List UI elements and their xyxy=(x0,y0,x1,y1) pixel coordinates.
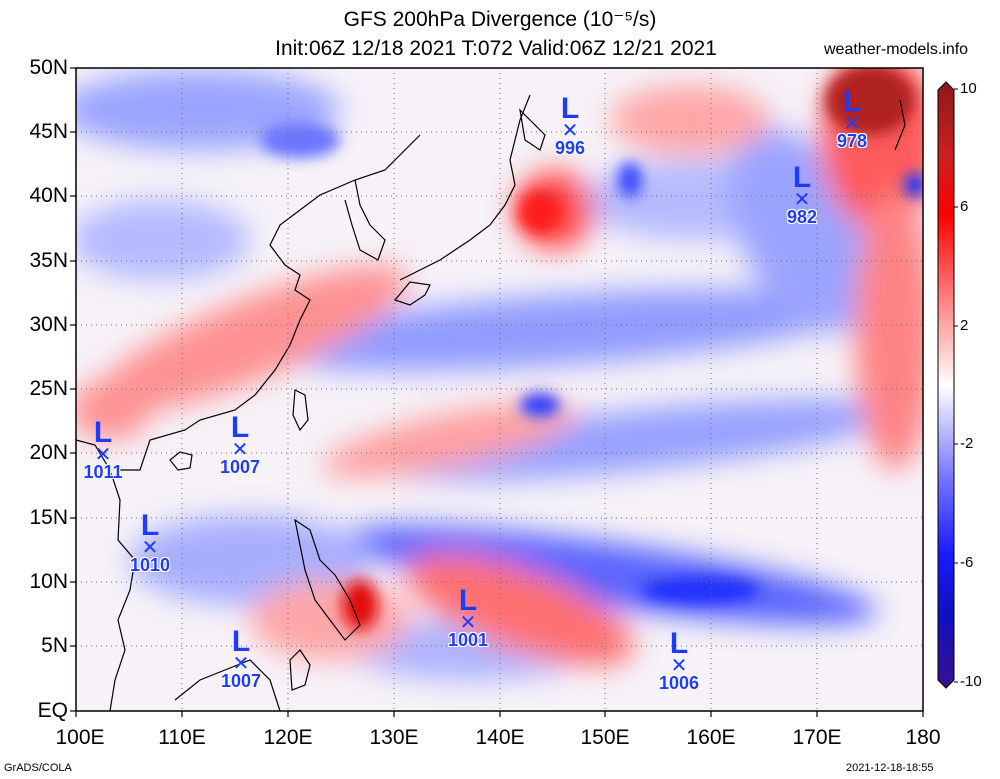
pressure-low-marker: L ✕ 982 xyxy=(777,161,827,227)
lon-label: 180 xyxy=(905,726,941,749)
pressure-low-marker: L ✕ 1011 xyxy=(76,416,130,482)
pressure-low-marker: L ✕ 1007 xyxy=(212,411,268,477)
lon-label: 150E xyxy=(580,726,630,749)
divergence-field xyxy=(76,68,923,711)
coastlines xyxy=(76,94,906,711)
x-mark-icon: ✕ xyxy=(94,444,112,466)
pressure-low-marker: L ✕ 1001 xyxy=(440,584,496,650)
chart-title: GFS 200hPa Divergence (10⁻⁵/s) xyxy=(343,8,657,31)
low-pressure-value: 1011 xyxy=(83,462,123,482)
pressure-low-marker: L ✕ 1007 xyxy=(213,625,269,691)
render-timestamp: 2021-12-18-18:55 xyxy=(846,762,934,774)
lat-label: 35N xyxy=(29,249,68,272)
x-mark-icon: ✕ xyxy=(561,120,579,142)
lat-label: 45N xyxy=(29,120,68,143)
x-mark-icon: ✕ xyxy=(459,612,477,634)
low-letter: L xyxy=(458,584,478,617)
lat-label: 15N xyxy=(29,506,68,529)
colorbar-label: -6 xyxy=(960,554,974,571)
low-letter: L xyxy=(560,92,580,125)
pressure-low-marker: L ✕ 1006 xyxy=(651,627,707,693)
lat-label: 5N xyxy=(41,634,68,657)
colorbar-label: 2 xyxy=(960,317,969,334)
colorbar-label: -2 xyxy=(960,435,974,452)
pressure-low-marker: L ✕ 996 xyxy=(545,92,595,158)
low-pressure-value: 978 xyxy=(836,131,868,151)
low-pressure-value: 1001 xyxy=(447,630,489,650)
low-letter: L xyxy=(93,416,113,449)
x-mark-icon: ✕ xyxy=(843,113,861,135)
low-pressure-value: 1007 xyxy=(220,671,262,691)
x-mark-icon: ✕ xyxy=(141,537,159,559)
lon-label: 140E xyxy=(475,726,525,749)
x-mark-icon: ✕ xyxy=(793,189,811,211)
low-letter: L xyxy=(792,161,812,194)
axis-ticks xyxy=(70,67,924,717)
x-mark-icon: ✕ xyxy=(232,653,250,675)
lat-label: 40N xyxy=(29,184,68,207)
lat-label: 20N xyxy=(29,441,68,464)
x-mark-icon: ✕ xyxy=(231,439,249,461)
low-pressure-value: 982 xyxy=(786,207,818,227)
grads-credit: GrADS/COLA xyxy=(4,762,72,774)
low-letter: L xyxy=(140,509,160,542)
colorbar xyxy=(937,81,955,689)
chart-subtitle: Init:06Z 12/18 2021 T:072 Valid:06Z 12/2… xyxy=(275,37,717,60)
low-pressure-value: 1006 xyxy=(658,673,700,693)
lat-label: 50N xyxy=(29,56,68,79)
low-letter: L xyxy=(230,411,250,444)
low-letter: L xyxy=(842,85,862,118)
lon-label: 130E xyxy=(369,726,419,749)
lat-label: EQ xyxy=(37,699,68,722)
colorbar-label: -10 xyxy=(960,673,982,690)
lat-label: 25N xyxy=(29,377,68,400)
pressure-low-marker: L ✕ 1010 xyxy=(122,509,178,575)
lon-label: 100E xyxy=(55,726,105,749)
colorbar-ticks xyxy=(954,88,958,683)
lon-label: 110E xyxy=(158,726,206,749)
lon-label: 160E xyxy=(686,726,736,749)
lon-label: 170E xyxy=(792,726,842,749)
site-credit: weather-models.info xyxy=(824,41,969,58)
pressure-low-marker: L ✕ 978 xyxy=(827,85,877,151)
lon-label: 120E xyxy=(263,726,313,749)
colorbar-label: 10 xyxy=(960,80,977,97)
x-mark-icon: ✕ xyxy=(670,655,688,677)
lat-label: 10N xyxy=(29,570,68,593)
low-pressure-value: 1010 xyxy=(129,555,171,575)
grid-lines xyxy=(76,68,923,711)
low-letter: L xyxy=(231,625,251,658)
low-pressure-value: 1007 xyxy=(219,457,261,477)
colorbar-label: 6 xyxy=(960,198,969,215)
low-pressure-value: 996 xyxy=(554,138,586,158)
lat-label: 30N xyxy=(29,313,68,336)
low-letter: L xyxy=(669,627,689,660)
